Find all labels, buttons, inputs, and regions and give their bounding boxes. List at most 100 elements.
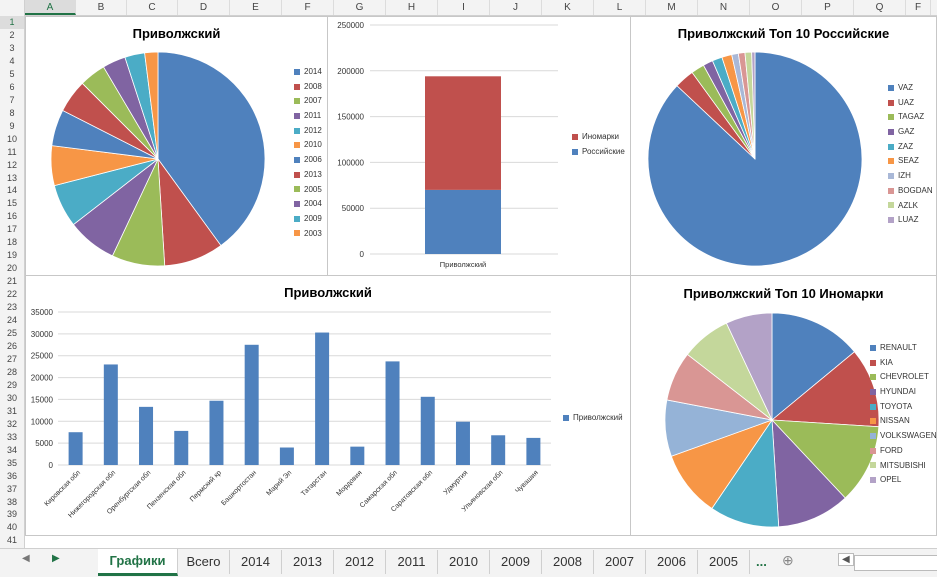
pie-slice-2003[interactable] (144, 51, 159, 160)
russian-top10-pie-chart[interactable]: Приволжский Топ 10 Российские VAZ UAZ TAGA… (630, 16, 937, 276)
sheet-tab-2006[interactable]: 2006 (646, 550, 698, 574)
row-header-9[interactable]: 9 (9, 120, 15, 131)
bar-region[interactable] (315, 332, 330, 465)
bar-region[interactable] (350, 446, 365, 465)
bar-region[interactable] (68, 432, 83, 465)
column-header-n[interactable]: N (698, 0, 750, 15)
row-header-12[interactable]: 12 (6, 159, 17, 170)
pie-slice-chevrolet[interactable] (771, 419, 880, 499)
pie-slice-hyundai[interactable] (771, 418, 846, 528)
add-sheet-icon[interactable]: ⊕ (782, 552, 794, 568)
bar-rossiyskie[interactable] (425, 189, 501, 254)
bar-region[interactable] (279, 447, 294, 465)
pie-slice-luaz[interactable] (751, 51, 756, 160)
column-header-g[interactable]: G (334, 0, 386, 15)
column-header-p[interactable]: P (802, 0, 854, 15)
row-header-25[interactable]: 25 (6, 328, 17, 339)
row-header-35[interactable]: 35 (6, 457, 17, 468)
sheet-tab-2013[interactable]: 2013 (282, 550, 334, 574)
sheet-tab-2012[interactable]: 2012 (334, 550, 386, 574)
regions-bar-chart[interactable]: Приволжский 0 5000 10000 15000 20000 25000 300… (25, 275, 631, 536)
bar-region[interactable] (385, 361, 400, 465)
sheet-tab-2005[interactable]: 2005 (698, 550, 750, 574)
sheet-tab-grafiki[interactable]: Графики (98, 549, 178, 576)
row-header-34[interactable]: 34 (6, 444, 17, 455)
row-header-15[interactable]: 15 (6, 198, 17, 209)
scroll-left-icon[interactable]: ◀ (838, 553, 854, 566)
row-header-19[interactable]: 19 (6, 250, 17, 261)
column-header-m[interactable]: M (646, 0, 698, 15)
row-header-3[interactable]: 3 (9, 42, 15, 53)
row-header-7[interactable]: 7 (9, 94, 15, 105)
nav-next-icon[interactable]: ▶ (52, 553, 60, 564)
bar-region[interactable] (209, 400, 224, 465)
row-header-22[interactable]: 22 (6, 289, 17, 300)
row-header-26[interactable]: 26 (6, 341, 17, 351)
bar-inomarki[interactable] (425, 76, 501, 190)
column-header-l[interactable]: L (594, 0, 646, 15)
column-header-c[interactable]: C (127, 0, 178, 15)
row-header-4[interactable]: 4 (9, 55, 15, 66)
row-header-27[interactable]: 27 (6, 353, 17, 364)
sheet-tab-2007[interactable]: 2007 (594, 550, 646, 574)
tab-ellipsis[interactable]: ... (756, 554, 767, 569)
sheet-tab-2011[interactable]: 2011 (386, 550, 438, 574)
pie-slice-renault[interactable] (771, 312, 856, 421)
select-all-corner[interactable] (0, 0, 25, 15)
bar-region[interactable] (526, 437, 541, 465)
row-header-36[interactable]: 36 (6, 470, 17, 481)
row-header-16[interactable]: 16 (6, 211, 17, 222)
row-header-11[interactable]: 11 (7, 146, 17, 157)
row-header-29[interactable]: 29 (6, 379, 17, 390)
row-header-5[interactable]: 5 (9, 68, 15, 79)
row-header-31[interactable]: 31 (6, 405, 17, 416)
row-header-20[interactable]: 20 (6, 263, 17, 274)
row-header-23[interactable]: 23 (6, 302, 17, 313)
column-header-d[interactable]: D (178, 0, 230, 15)
row-header-13[interactable]: 13 (6, 172, 17, 183)
sheet-tab-2010[interactable]: 2010 (438, 550, 490, 574)
column-header-f[interactable]: F (282, 0, 334, 15)
column-header-q[interactable]: Q (854, 0, 906, 15)
horizontal-scrollbar[interactable] (854, 555, 937, 571)
bar-region[interactable] (174, 430, 189, 465)
column-header-b[interactable]: B (76, 0, 127, 15)
bar-region[interactable] (103, 364, 118, 465)
years-pie-chart[interactable]: Приволжский 2014 2008 2007 2011 2012 2010 2006… (25, 16, 328, 276)
column-header-a[interactable]: A (25, 0, 76, 15)
column-header-f[interactable]: F (906, 0, 931, 15)
worksheet-grid[interactable]: Приволжский 2014 2008 2007 2011 2012 2010 2006… (25, 16, 937, 548)
row-header-6[interactable]: 6 (9, 81, 15, 92)
stacked-bar-chart[interactable]: 0 50000 100000 150000 200000 250000 Приволжски… (327, 16, 631, 276)
sheet-tab-vsego[interactable]: Всего (178, 550, 230, 574)
pie-slice-toyota[interactable] (711, 418, 780, 528)
bar-region[interactable] (420, 396, 435, 465)
foreign-top10-pie-chart[interactable]: Приволжский Топ 10 Иномарки RENAULT KIA CH… (630, 275, 937, 536)
pie-slice-2014[interactable] (157, 51, 266, 247)
row-header-37[interactable]: 37 (6, 483, 17, 494)
bar-region[interactable] (244, 344, 259, 465)
row-header-28[interactable]: 28 (6, 366, 17, 377)
row-header-1[interactable]: 1 (0, 16, 24, 29)
bar-region[interactable] (491, 435, 506, 465)
pie-slice-opel[interactable] (725, 312, 773, 421)
row-header-40[interactable]: 40 (6, 522, 17, 533)
row-header-41[interactable]: 41 (6, 535, 17, 546)
row-header-14[interactable]: 14 (6, 185, 17, 196)
row-header-24[interactable]: 24 (6, 315, 17, 326)
row-header-17[interactable]: 17 (6, 224, 17, 235)
row-header-21[interactable]: 21 (6, 276, 17, 287)
column-header-o[interactable]: O (750, 0, 802, 15)
row-header-10[interactable]: 10 (6, 133, 17, 144)
sheet-tab-2009[interactable]: 2009 (490, 550, 542, 574)
nav-prev-icon[interactable]: ◀ (22, 553, 30, 564)
bar-region[interactable] (455, 421, 470, 465)
row-header-39[interactable]: 39 (6, 509, 17, 520)
column-header-i[interactable]: I (438, 0, 490, 15)
row-header-33[interactable]: 33 (6, 431, 17, 442)
column-header-j[interactable]: J (490, 0, 542, 15)
row-header-18[interactable]: 18 (6, 237, 17, 248)
row-header-32[interactable]: 32 (6, 418, 17, 429)
sheet-tab-2014[interactable]: 2014 (230, 550, 282, 574)
column-header-k[interactable]: K (542, 0, 594, 15)
